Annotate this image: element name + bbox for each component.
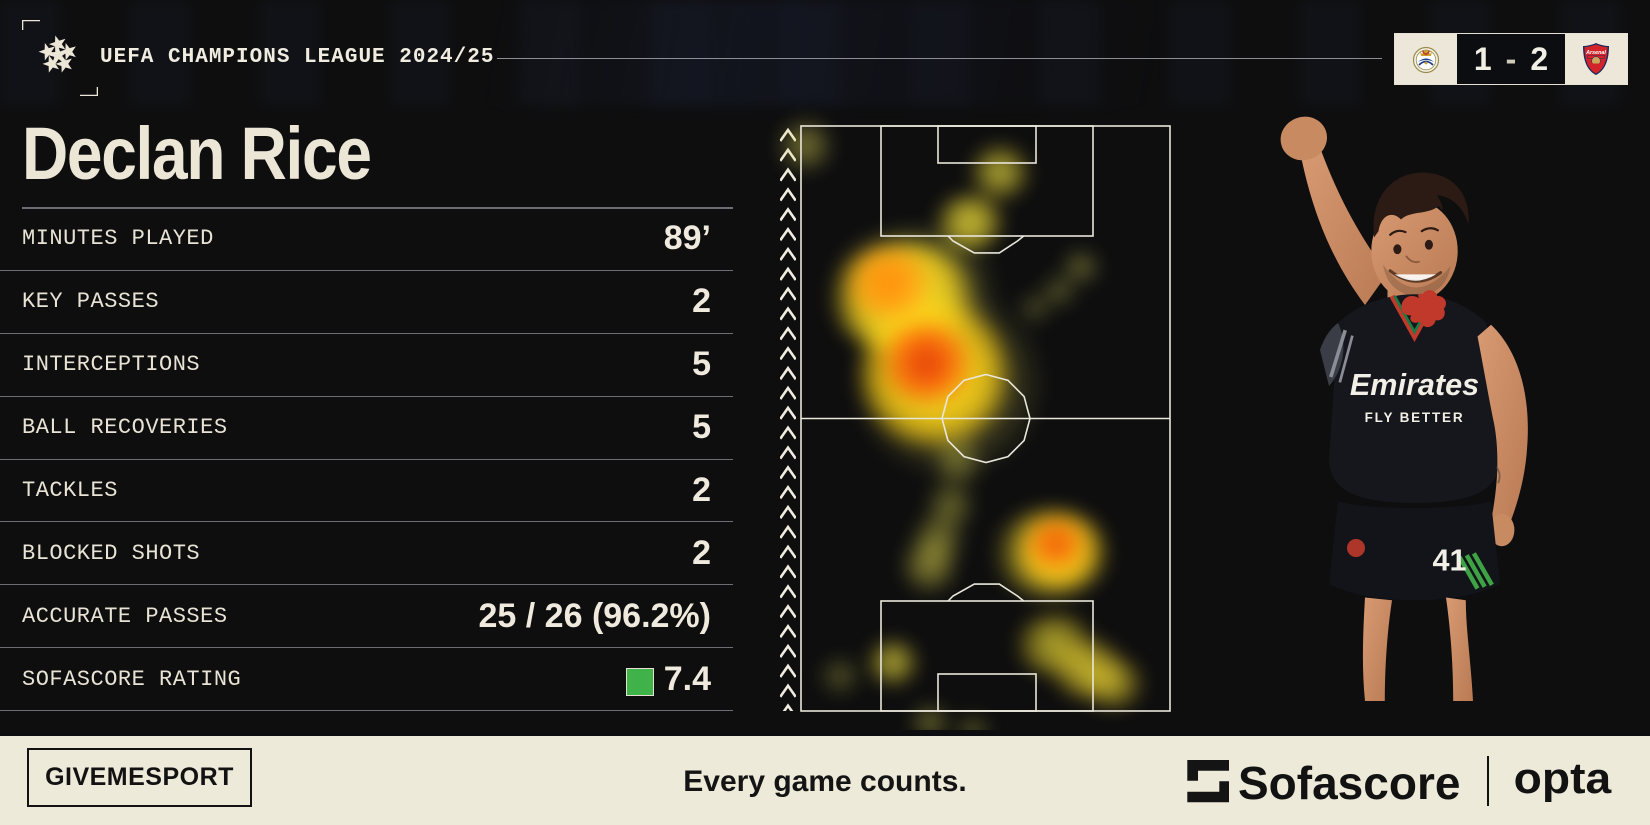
- svg-text:Arsenal: Arsenal: [1585, 50, 1606, 56]
- svg-text:Emirates: Emirates: [1350, 368, 1479, 402]
- svg-text:41: 41: [1433, 544, 1467, 578]
- svg-text:FLY BETTER: FLY BETTER: [1365, 410, 1465, 425]
